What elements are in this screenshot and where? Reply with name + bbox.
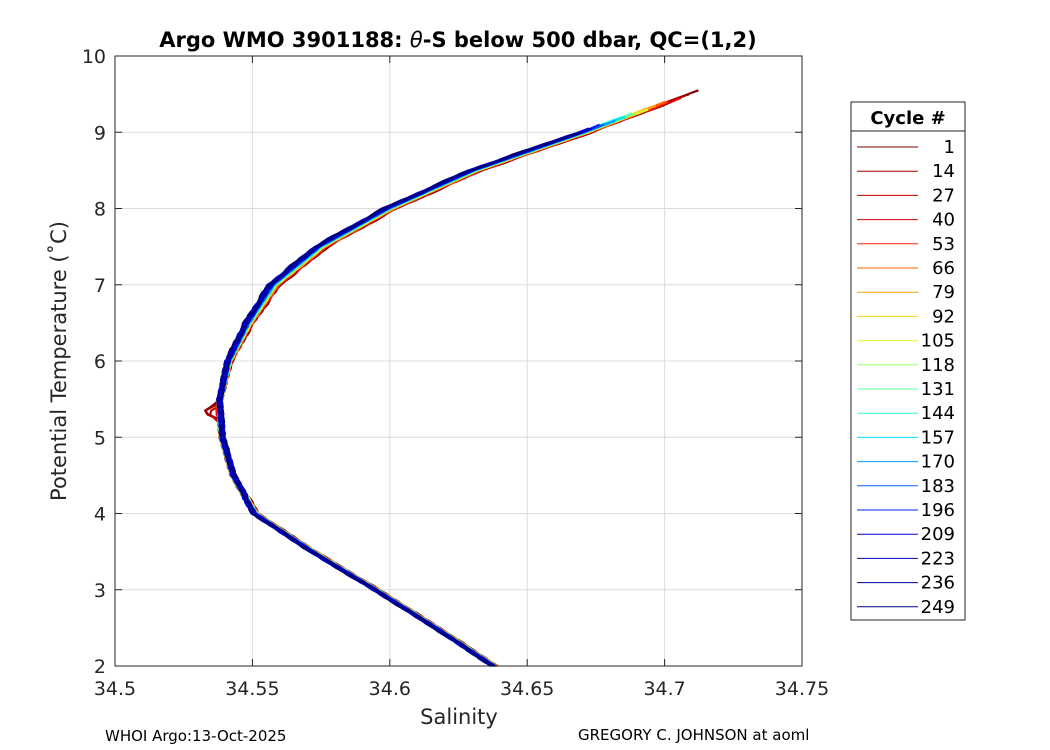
legend-label: 118 [921, 355, 955, 376]
footer-right: GREGORY C. JOHNSON at aoml [578, 726, 809, 744]
legend-label: 40 [932, 210, 955, 231]
legend-label: 183 [921, 476, 955, 497]
title-theta: θ [410, 28, 423, 52]
x-tick-label: 34.75 [775, 678, 829, 700]
x-axis-label: Salinity [420, 705, 498, 729]
x-tick-label: 34.55 [225, 678, 279, 700]
y-axis-label: Potential Temperature (˚C) [47, 221, 71, 501]
legend-title: Cycle # [870, 108, 945, 129]
legend-label: 53 [932, 234, 955, 255]
profile-line-cycle-249 [216, 131, 581, 667]
legend-entries: 1 14 27 40 53 66 79 92 105 118 131 144 157 170 183 196 2… [857, 137, 955, 618]
footer-left: WHOI Argo:13-Oct-2025 [105, 727, 286, 745]
legend: Cycle # 1 14 27 40 53 66 79 92 105 118 131 144 157 17… [850, 101, 966, 621]
legend-label: 223 [921, 548, 955, 569]
legend-label: 144 [921, 403, 955, 424]
legend-label: 170 [921, 452, 955, 473]
legend-label: 14 [932, 161, 955, 182]
title-part-1: Argo WMO 3901188: [159, 28, 410, 52]
x-tick-label: 34.65 [500, 678, 554, 700]
legend-box [850, 101, 966, 621]
y-tick-label: 3 [94, 580, 106, 602]
legend-label: 236 [921, 573, 955, 594]
profile-lines [204, 89, 699, 667]
y-tick-label: 4 [94, 504, 106, 526]
legend-label: 27 [932, 185, 955, 206]
legend-label: 1 [944, 137, 955, 158]
legend-label: 66 [932, 258, 955, 279]
y-tick-label: 2 [94, 656, 106, 678]
legend-label: 131 [921, 379, 955, 400]
legend-label: 105 [921, 331, 955, 352]
axis-ticks [114, 55, 803, 667]
legend-label: 249 [921, 597, 955, 618]
x-tick-label: 34.7 [643, 678, 685, 700]
x-tick-labels: 34.5 34.55 34.6 34.65 34.7 34.75 [94, 678, 829, 700]
title-part-2: -S below 500 dbar, QC=(1,2) [423, 28, 757, 52]
chart-title: Argo WMO 3901188: θ-S below 500 dbar, QC… [159, 28, 756, 52]
legend-label: 157 [921, 427, 955, 448]
legend-label: 209 [921, 524, 955, 545]
y-tick-label: 5 [94, 427, 106, 449]
y-tick-label: 6 [94, 351, 106, 373]
y-tick-label: 8 [94, 199, 106, 221]
x-tick-label: 34.6 [369, 678, 411, 700]
y-tick-labels: 2 3 4 5 6 7 8 9 10 [82, 46, 106, 678]
legend-label: 79 [932, 282, 955, 303]
legend-label: 92 [932, 306, 955, 327]
legend-label: 196 [921, 500, 955, 521]
y-tick-label: 10 [82, 46, 106, 68]
x-tick-label: 34.5 [94, 678, 136, 700]
y-tick-label: 7 [94, 275, 106, 297]
y-tick-label: 9 [94, 122, 106, 144]
